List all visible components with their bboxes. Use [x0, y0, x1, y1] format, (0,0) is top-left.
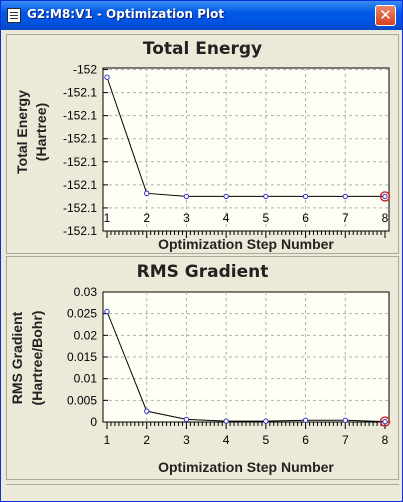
close-button[interactable]: ✕: [375, 5, 396, 26]
x-tick-label: 1: [104, 433, 111, 447]
plot-area: [102, 67, 390, 232]
plot-area: [102, 291, 390, 423]
x-tick-label: 7: [342, 211, 349, 225]
x-tick-label: 5: [263, 211, 270, 225]
y-axis-label: RMS Gradient: [9, 311, 25, 404]
y-tick-label: 0.02: [74, 328, 98, 342]
data-point: [382, 193, 388, 200]
current-step-marker: [379, 416, 391, 427]
y-axis-label: Total Energy: [14, 90, 30, 174]
x-tick-label: 7: [342, 433, 349, 447]
y-axis-unit-label: (Hartree): [33, 103, 49, 161]
x-tick-label: 8: [382, 433, 389, 447]
y-axis-unit-label: (Hartree/Bohr): [29, 311, 45, 406]
y-tick-label: -152.1: [63, 86, 97, 100]
y-tick-label: -152: [73, 63, 97, 77]
title-bar[interactable]: G2:M8:V1 - Optimization Plot ✕: [1, 1, 402, 30]
data-point: [382, 418, 388, 425]
data-point: [302, 417, 309, 423]
data-point: [144, 408, 150, 414]
y-tick-label: 0.015: [67, 350, 97, 364]
y-tick-label: -152.1: [63, 201, 97, 215]
y-tick-label: 0: [90, 415, 97, 429]
data-point: [183, 416, 190, 423]
data-point: [223, 418, 229, 424]
y-tick-label: -152.1: [63, 109, 97, 123]
y-tick-label: 0.025: [67, 307, 97, 321]
y-tick-label: -152.1: [63, 178, 97, 192]
y-tick-label: -152.1: [63, 132, 97, 146]
gradient-chart: 0 0.005 0.01 0.015 0.02 0.025 0.03 1 2 3 4 5 6 7 8 Opti…: [9, 285, 391, 475]
gradient-plot-panel: RMS Gradient 0 0.005 0.01 0.015 0.02 0.025 0.0…: [6, 256, 399, 480]
series-line: [106, 77, 385, 197]
data-point: [183, 193, 190, 200]
series-line: [106, 311, 386, 423]
x-axis-label: Optimization Step Number: [158, 236, 334, 252]
data-point: [342, 193, 348, 200]
data-point: [104, 74, 110, 80]
x-tick-label: 1: [104, 211, 111, 225]
y-tick-label: -152.1: [63, 224, 97, 238]
gradient-plot-title: RMS Gradient: [136, 262, 269, 282]
data-point: [342, 417, 348, 423]
data-point: [223, 193, 229, 200]
x-tick-label: 6: [302, 211, 309, 225]
data-point: [144, 190, 150, 197]
data-point: [263, 418, 269, 424]
x-tick-label: 2: [143, 211, 150, 225]
x-tick-label: 2: [143, 433, 150, 447]
x-tick-label: 3: [183, 211, 190, 225]
y-tick-label: 0.01: [74, 372, 98, 386]
x-tick-label: 5: [263, 433, 270, 447]
x-axis-label: Optimization Step Number: [158, 459, 334, 475]
data-point: [302, 193, 309, 200]
y-tick-label: 0.005: [67, 393, 97, 407]
document-icon: [7, 8, 21, 23]
y-tick-label: -152.1: [63, 155, 97, 169]
x-tick-label: 4: [223, 211, 230, 225]
x-tick-label: 8: [382, 211, 389, 225]
x-tick-label: 3: [183, 433, 190, 447]
y-tick-label: 0.03: [74, 285, 98, 299]
energy-plot-panel: Total Energy -152 -152.1 -152.1 -152.1 -152.…: [6, 34, 399, 254]
window-title: G2:M8:V1 - Optimization Plot: [27, 7, 225, 21]
status-bar: [6, 484, 399, 499]
x-tick-label: 6: [302, 433, 309, 447]
data-point: [104, 308, 110, 315]
current-step-marker: [379, 191, 391, 202]
data-point: [263, 193, 269, 200]
x-tick-label: 4: [223, 433, 230, 447]
energy-plot-title: Total Energy: [142, 39, 263, 59]
energy-chart: -152 -152.1 -152.1 -152.1 -152.1 -152.1 -152.1…: [14, 63, 391, 252]
